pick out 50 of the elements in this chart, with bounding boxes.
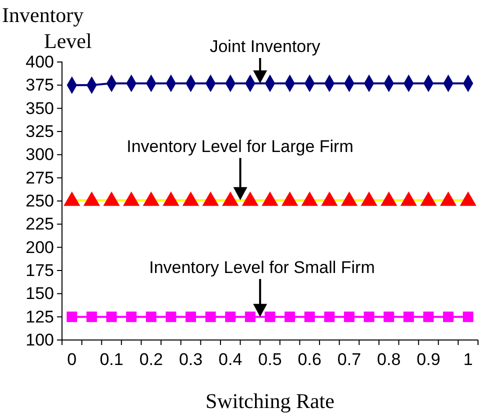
annotation: Inventory Level for Small Firm [149, 258, 375, 277]
point [364, 312, 374, 322]
y-tick-label: 175 [26, 260, 54, 280]
point [284, 312, 296, 322]
text: Joint Inventory [210, 37, 321, 56]
point [443, 312, 454, 322]
point [244, 312, 256, 322]
y-axis-title: Inventory Level [2, 3, 92, 53]
x-tick-label: 0.5 [258, 350, 282, 369]
point [344, 312, 354, 322]
x-tick-label: 0.3 [178, 350, 203, 369]
point [403, 312, 414, 322]
point [86, 312, 97, 322]
x-axis-title: Switching Rate [206, 389, 334, 413]
y-tick-label: 250 [26, 191, 54, 210]
x-tick-label: 0.1 [100, 350, 124, 369]
point [423, 312, 434, 322]
y-tick-label: 400 [26, 52, 54, 72]
x-tick-label: 0.2 [139, 350, 163, 369]
point [462, 312, 474, 322]
point [126, 312, 137, 322]
y-tick-label: 325 [26, 122, 54, 141]
point [324, 312, 335, 322]
x-tick-label: 0.4 [218, 350, 242, 369]
y-tick-label: 150 [26, 284, 54, 304]
point [205, 312, 216, 322]
y-tick-label: 300 [26, 145, 54, 164]
point [304, 312, 315, 322]
x-tick-label: 0.8 [377, 350, 401, 369]
y-tick-label: 200 [26, 238, 54, 257]
x-tick-label: 0 [67, 350, 77, 369]
y-tick-label: 350 [26, 98, 54, 118]
point [264, 312, 276, 322]
point [146, 312, 156, 322]
point [384, 312, 394, 322]
point [186, 312, 196, 322]
point [166, 312, 176, 322]
y-tick-label: 275 [26, 168, 54, 188]
x-tick-label: 0.9 [416, 350, 440, 369]
x-tick-label: 1 [463, 350, 473, 369]
x-tick-label: 0.7 [337, 350, 362, 369]
y-tick-label: 100 [26, 330, 54, 350]
y-tick-label: 375 [26, 76, 54, 95]
point [66, 312, 78, 322]
point [225, 312, 236, 322]
y-tick-label: 125 [26, 307, 54, 326]
point [106, 312, 117, 322]
annotation: Inventory Level for Large Firm [126, 137, 354, 156]
x-tick-label: 0.6 [298, 350, 322, 369]
y-tick-label: 225 [26, 214, 54, 234]
